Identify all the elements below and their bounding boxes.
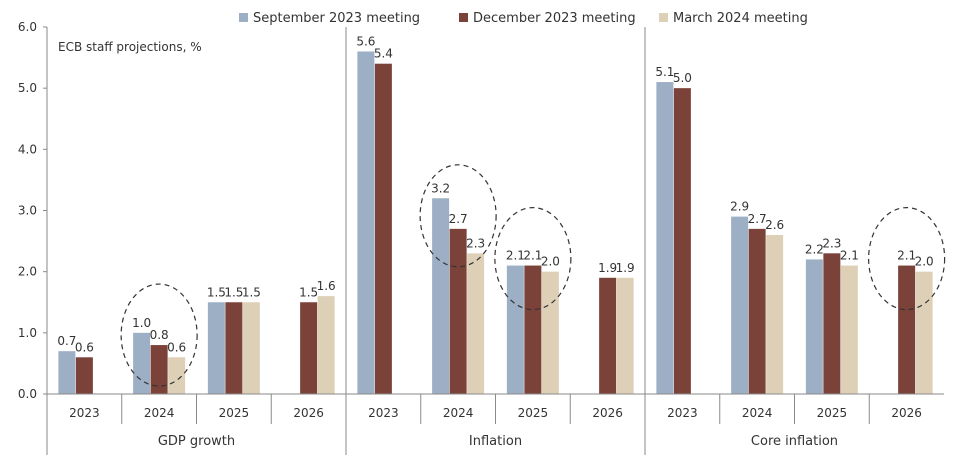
x-category-label: 2023 [69, 406, 100, 420]
bar [898, 265, 916, 394]
bar [168, 357, 186, 394]
bar [656, 82, 674, 395]
bar [75, 357, 93, 394]
data-label: 1.9 [598, 261, 617, 275]
bar [58, 351, 76, 394]
bar [133, 332, 151, 394]
y-axis: 0.0 1.0 2.0 3.0 4.0 5.0 6.0 [18, 20, 48, 401]
y-tick-label: 6.0 [18, 20, 37, 34]
data-label: 0.6 [167, 340, 186, 354]
bar [300, 302, 318, 394]
data-label: 1.5 [207, 285, 226, 299]
bar [225, 302, 243, 394]
data-label: 5.1 [655, 65, 674, 79]
x-category-label: 2025 [817, 406, 848, 420]
y-tick-label: 0.0 [18, 387, 37, 401]
bar [748, 228, 766, 394]
bar [731, 216, 749, 394]
bar [374, 63, 392, 394]
bar [150, 345, 168, 394]
data-label: 1.5 [299, 285, 318, 299]
x-category-label: 2026 [592, 406, 623, 420]
data-label: 0.8 [150, 328, 169, 342]
data-label: 5.0 [673, 71, 692, 85]
legend-swatch [459, 13, 468, 22]
legend-swatch [239, 13, 248, 22]
bar [823, 253, 841, 394]
legend-label: September 2023 meeting [253, 11, 420, 26]
data-label: 1.0 [132, 316, 151, 330]
data-label: 5.4 [374, 47, 393, 61]
bar [506, 265, 524, 394]
chart-annotation: ECB staff projections, % [58, 40, 202, 54]
bar [242, 302, 260, 394]
x-category-label: 2023 [667, 406, 698, 420]
data-label: 1.6 [317, 279, 336, 293]
bar [673, 88, 691, 395]
bar [317, 296, 335, 394]
data-label: 2.1 [506, 249, 525, 263]
bar [840, 265, 858, 394]
x-category-label: 2024 [742, 406, 773, 420]
data-label: 2.0 [541, 255, 560, 269]
bar [467, 253, 485, 394]
data-label: 2.3 [822, 236, 841, 250]
bar [915, 271, 933, 394]
bar [207, 302, 225, 394]
data-label: 1.9 [616, 261, 635, 275]
bar [805, 259, 823, 394]
bars: 0.70.61.00.80.61.51.51.5 1.51.65.65.43.22… [57, 27, 946, 395]
bar [766, 234, 784, 394]
x-category-label: 2024 [144, 406, 175, 420]
data-label: 2.1 [523, 249, 542, 263]
data-label: 2.2 [805, 242, 824, 256]
highlight-circle [419, 164, 497, 268]
bar [524, 265, 542, 394]
y-tick-label: 4.0 [18, 142, 37, 156]
bar [541, 271, 559, 394]
data-label: 1.5 [224, 285, 243, 299]
legend-label: December 2023 meeting [473, 11, 636, 26]
y-tick-label: 2.0 [18, 265, 37, 279]
highlight-circle [868, 207, 946, 311]
x-category-label: 2026 [293, 406, 324, 420]
y-tick-label: 1.0 [18, 326, 37, 340]
legend: September 2023 meeting December 2023 meet… [239, 11, 808, 26]
x-category-label: 2025 [219, 406, 250, 420]
y-tick-label: 5.0 [18, 81, 37, 95]
bar [449, 228, 467, 394]
x-category-label: 2026 [891, 406, 922, 420]
data-label: 2.6 [765, 218, 784, 232]
y-tick-label: 3.0 [18, 204, 37, 218]
data-label: 2.9 [730, 200, 749, 214]
bar [357, 51, 375, 394]
bar [616, 277, 634, 394]
bar [599, 277, 617, 394]
x-axis: 2023 2024 2025 2026 GDP growth 2023 2024 2025 20… [46, 393, 944, 455]
highlight-circle [120, 283, 198, 387]
bar [432, 198, 450, 394]
x-category-label: 2023 [368, 406, 399, 420]
data-label: 2.1 [897, 249, 916, 263]
data-label: 3.2 [431, 181, 450, 195]
data-label: 2.0 [915, 255, 934, 269]
x-category-label: 2024 [443, 406, 474, 420]
x-category-label: 2025 [518, 406, 549, 420]
data-label: 0.7 [57, 334, 76, 348]
data-label: 1.5 [242, 285, 261, 299]
data-label: 5.6 [356, 34, 375, 48]
data-label: 2.3 [466, 236, 485, 250]
x-group-label: Inflation [469, 434, 522, 449]
highlight-circle [494, 207, 572, 311]
x-group-label: GDP growth [158, 434, 235, 449]
x-group-label: Core inflation [751, 434, 838, 449]
data-label: 0.6 [75, 340, 94, 354]
data-label: 2.7 [748, 212, 767, 226]
legend-swatch [659, 13, 668, 22]
data-label: 2.1 [840, 249, 859, 263]
data-label: 2.7 [449, 212, 468, 226]
legend-label: March 2024 meeting [673, 11, 808, 26]
